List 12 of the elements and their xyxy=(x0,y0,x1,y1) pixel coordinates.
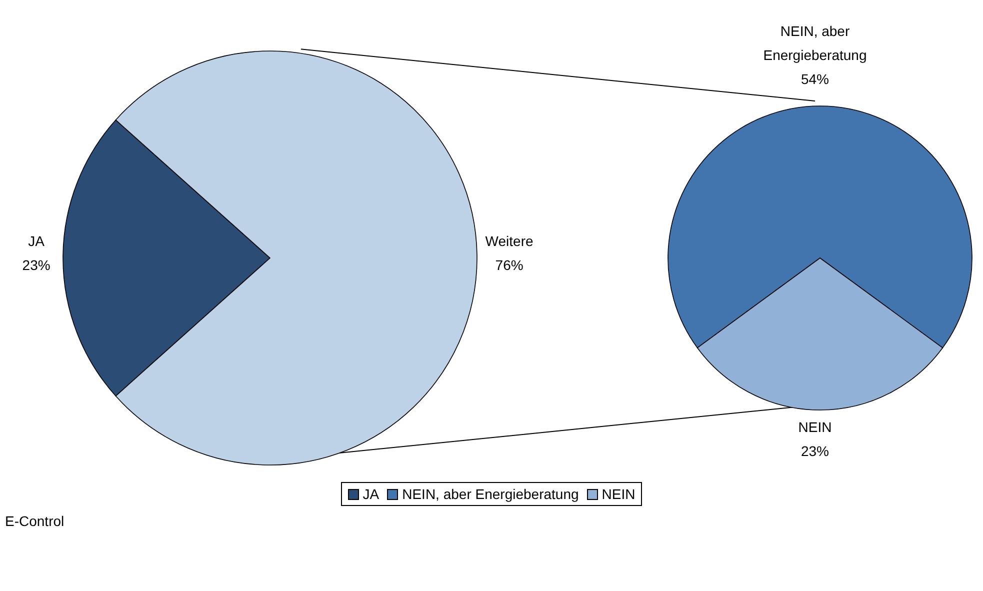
slice-label: NEIN, aber Energieberatung xyxy=(763,23,867,63)
legend-label: NEIN xyxy=(602,485,636,503)
slice-label: Weitere xyxy=(485,233,534,249)
text: E-Control xyxy=(5,513,64,529)
data-label: 54% xyxy=(800,71,830,87)
data-label: 76% xyxy=(495,257,524,273)
legend-label: NEIN, aber Energieberatung xyxy=(402,485,579,503)
data-label: 23% xyxy=(800,443,830,459)
slice-label: JA xyxy=(28,233,46,249)
slice-label: NEIN xyxy=(798,419,832,435)
data-label: 23% xyxy=(22,257,50,273)
legend-label: JA xyxy=(362,485,380,503)
